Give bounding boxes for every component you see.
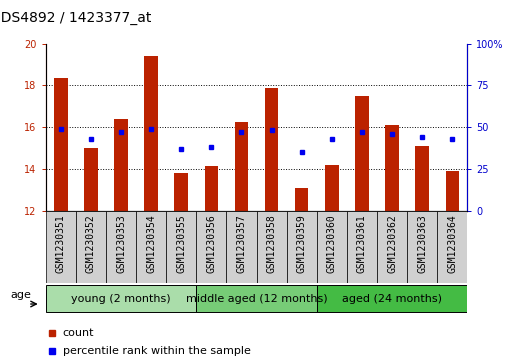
- Bar: [196, 285, 317, 313]
- Bar: [144, 56, 158, 211]
- Bar: [416, 146, 429, 211]
- Bar: [295, 188, 308, 211]
- Text: GSM1230357: GSM1230357: [237, 214, 246, 273]
- Bar: [136, 211, 166, 283]
- Bar: [54, 78, 68, 211]
- Bar: [84, 148, 98, 211]
- Text: GSM1230351: GSM1230351: [56, 214, 66, 273]
- Bar: [106, 211, 136, 283]
- Text: GSM1230355: GSM1230355: [176, 214, 186, 273]
- Bar: [46, 211, 76, 283]
- Bar: [407, 211, 437, 283]
- Bar: [377, 211, 407, 283]
- Text: count: count: [62, 328, 94, 338]
- Text: GSM1230356: GSM1230356: [206, 214, 216, 273]
- Text: GSM1230358: GSM1230358: [267, 214, 276, 273]
- Bar: [227, 211, 257, 283]
- Bar: [205, 166, 218, 211]
- Text: middle aged (12 months): middle aged (12 months): [186, 294, 327, 303]
- Bar: [446, 171, 459, 211]
- Bar: [174, 173, 188, 211]
- Bar: [257, 211, 287, 283]
- Bar: [46, 285, 196, 313]
- Bar: [317, 285, 467, 313]
- Text: GSM1230353: GSM1230353: [116, 214, 126, 273]
- Bar: [166, 211, 196, 283]
- Text: GSM1230362: GSM1230362: [387, 214, 397, 273]
- Text: GSM1230352: GSM1230352: [86, 214, 96, 273]
- Text: GSM1230359: GSM1230359: [297, 214, 307, 273]
- Bar: [317, 211, 347, 283]
- Text: aged (24 months): aged (24 months): [342, 294, 442, 303]
- Bar: [114, 119, 128, 211]
- Text: young (2 months): young (2 months): [71, 294, 171, 303]
- Bar: [325, 165, 339, 211]
- Text: GSM1230361: GSM1230361: [357, 214, 367, 273]
- Text: age: age: [10, 290, 31, 300]
- Text: GSM1230354: GSM1230354: [146, 214, 156, 273]
- Text: percentile rank within the sample: percentile rank within the sample: [62, 346, 250, 356]
- Text: GSM1230360: GSM1230360: [327, 214, 337, 273]
- Bar: [437, 211, 467, 283]
- Text: GSM1230364: GSM1230364: [448, 214, 457, 273]
- Bar: [265, 89, 278, 211]
- Bar: [347, 211, 377, 283]
- Bar: [287, 211, 317, 283]
- Bar: [385, 125, 399, 211]
- Text: GDS4892 / 1423377_at: GDS4892 / 1423377_at: [0, 11, 152, 25]
- Bar: [235, 122, 248, 211]
- Text: GSM1230363: GSM1230363: [417, 214, 427, 273]
- Bar: [76, 211, 106, 283]
- Bar: [196, 211, 227, 283]
- Bar: [355, 96, 369, 211]
